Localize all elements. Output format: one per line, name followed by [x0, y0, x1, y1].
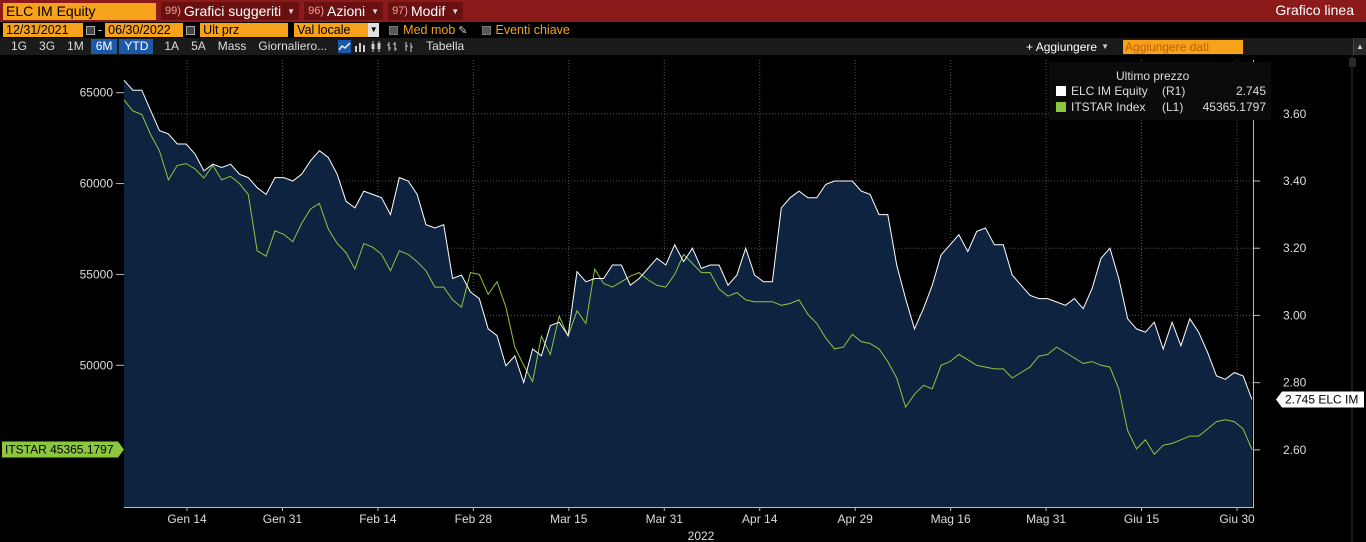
caret-down-icon: ▼ [371, 6, 380, 16]
x-axis-ticks: Gen 14 Gen 31 Feb 14 Feb 28 Mar 15 Mar 31 Apr … [167, 507, 1255, 526]
x-tick-label: Mag 16 [931, 512, 971, 526]
calendar-icon[interactable] [186, 25, 196, 35]
period-3g-button[interactable]: 3G [39, 39, 56, 53]
ohlc-icon[interactable] [386, 40, 399, 53]
moving-average-label: Med mob [403, 23, 456, 37]
caret-down-icon: ▼ [287, 6, 296, 16]
legend-background [1049, 62, 1271, 120]
bar-chart-icon[interactable] [354, 40, 367, 53]
left-tick-label: 60000 [80, 177, 114, 191]
left-tick-label: 55000 [80, 267, 114, 281]
elc-area-fill [124, 80, 1252, 507]
x-tick-label: Mar 15 [550, 512, 588, 526]
left-tick-label: 65000 [80, 86, 114, 100]
period-1m-button[interactable]: 1M [67, 39, 84, 53]
start-date-input[interactable]: 12/31/2021 [3, 23, 83, 37]
key-events-label: Eventi chiave [495, 23, 570, 37]
period-max-button[interactable]: Mass [217, 39, 247, 53]
period-toolbar: 1G 3G 1M 6M YTD 1A 5A Mass Giornaliero..… [0, 38, 1366, 55]
itstar-last-value-flag: ITSTAR 45365.1797 [2, 441, 124, 458]
flag-shape [1276, 391, 1364, 408]
right-axis-ticks: 2.60 2.80 3.00 3.20 3.40 3.60 [1253, 107, 1307, 457]
title-bar: ELC IM Equity 99) Grafici suggeriti ▼ 96… [0, 0, 1366, 22]
right-tick-label: 3.20 [1283, 241, 1307, 255]
menu-edit[interactable]: 97) Modif ▼ [388, 2, 464, 20]
menu-suggested-charts[interactable]: 99) Grafici suggeriti ▼ [161, 2, 300, 20]
x-axis-year-label: 2022 [688, 529, 715, 542]
frequency-select[interactable]: Giornaliero... [258, 39, 328, 53]
x-tick-label: Giu 30 [1219, 512, 1255, 526]
add-data-input[interactable]: Aggiungere dati [1123, 39, 1243, 54]
itstar-series-line [123, 99, 1253, 456]
table-button[interactable]: Tabella [426, 39, 465, 53]
calendar-icon[interactable] [86, 25, 95, 35]
x-tick-label: Gen 14 [167, 512, 207, 526]
chart-type-title: Grafico linea [1275, 2, 1354, 18]
period-1g-button[interactable]: 1G [11, 39, 28, 53]
chevron-down-icon[interactable]: ▼ [368, 23, 380, 37]
legend-swatch-elc [1056, 86, 1066, 96]
ticker-input[interactable]: ELC IM Equity [3, 2, 156, 20]
line-chart-icon[interactable] [338, 40, 352, 53]
right-tick-label: 2.60 [1283, 443, 1307, 457]
x-tick-label: Giu 15 [1124, 512, 1160, 526]
scroll-up-button[interactable]: ▲ [1353, 38, 1366, 55]
x-tick-label: Gen 31 [263, 512, 303, 526]
add-controls: + Aggiungere ▼ Aggiungere dati ▲ [1026, 38, 1366, 55]
caret-down-icon: ▼ [451, 6, 460, 16]
period-ytd-button[interactable]: YTD [119, 39, 154, 54]
elc-last-value-flag: 2.745 ELC IM [1276, 391, 1364, 408]
x-tick-label: Mag 31 [1026, 512, 1066, 526]
x-tick-label: Feb 28 [455, 512, 493, 526]
itstar-last-value-label: ITSTAR 45365.1797 [5, 442, 114, 456]
caret-down-icon[interactable]: ▼ [1101, 42, 1109, 51]
key-events-checkbox[interactable] [481, 25, 491, 35]
moving-average-checkbox[interactable] [389, 25, 399, 35]
right-tick-label: 2.80 [1283, 376, 1307, 390]
elc-last-value-label: 2.745 ELC IM [1285, 392, 1358, 406]
menu-label: Modif [410, 3, 446, 19]
right-tick-label: 3.60 [1283, 107, 1307, 121]
elc-series-line [123, 79, 1253, 400]
menu-number: 96) [308, 5, 324, 17]
flag-shape [2, 441, 124, 458]
period-5a-button[interactable]: 5A [191, 39, 206, 53]
date-separator: - [98, 23, 103, 37]
legend-elc-name: ELC IM Equity [1071, 84, 1148, 98]
scrollbar-up-arrow[interactable] [1349, 58, 1356, 67]
x-tick-label: Mar 31 [646, 512, 684, 526]
legend: Ultimo prezzo ELC IM Equity (R1) 2.745 I… [1049, 62, 1271, 120]
legend-itstar-axis: (L1) [1162, 100, 1183, 114]
x-tick-label: Apr 29 [838, 512, 874, 526]
left-tick-label: 50000 [80, 358, 114, 372]
currency-select[interactable]: Val locale [294, 23, 369, 37]
field-select[interactable]: Ult prz [200, 23, 289, 37]
menu-actions[interactable]: 96) Azioni ▼ [304, 2, 384, 20]
x-tick-label: Feb 14 [359, 512, 397, 526]
legend-elc-last: 2.745 [1236, 84, 1266, 98]
legend-elc-axis: (R1) [1162, 84, 1185, 98]
menu-number: 99) [165, 5, 181, 17]
period-6m-button[interactable]: 6M [90, 39, 118, 54]
menu-number: 97) [392, 5, 408, 17]
end-date-input[interactable]: 06/30/2022 [105, 23, 184, 37]
pencil-icon[interactable]: ✎ [458, 24, 468, 37]
legend-title: Ultimo prezzo [1116, 69, 1190, 83]
settings-row: 12/31/2021 - 06/30/2022 Ult prz Val loca… [0, 22, 1366, 38]
menu-label: Grafici suggeriti [183, 3, 282, 19]
hlc-icon[interactable] [402, 40, 415, 53]
menu-label: Azioni [327, 3, 366, 19]
legend-swatch-itstar [1056, 102, 1066, 112]
right-tick-label: 3.00 [1283, 308, 1307, 322]
candlestick-icon[interactable] [370, 40, 383, 53]
legend-itstar-name: ITSTAR Index [1071, 100, 1145, 114]
period-1a-button[interactable]: 1A [164, 39, 180, 53]
price-chart: Gen 14 Gen 31 Feb 14 Feb 28 Mar 15 Mar 31 Apr … [0, 55, 1366, 542]
left-axis-ticks: 50000 55000 60000 65000 [80, 86, 124, 372]
x-tick-label: Apr 14 [742, 512, 778, 526]
legend-itstar-last: 45365.1797 [1203, 100, 1267, 114]
add-button[interactable]: + Aggiungere [1026, 39, 1098, 54]
right-tick-label: 3.40 [1283, 174, 1307, 188]
